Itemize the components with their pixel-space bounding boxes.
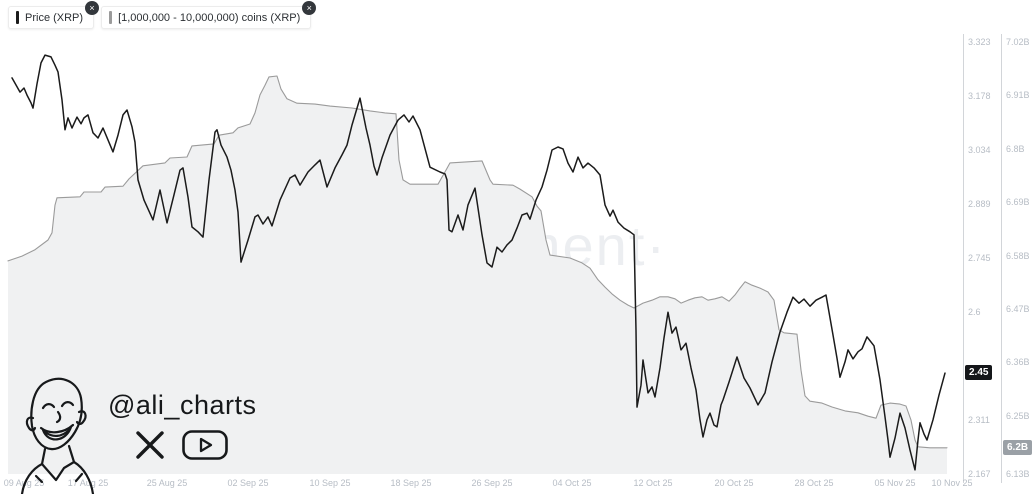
close-icon[interactable]: × [302,1,317,15]
youtube-logo-icon [182,430,229,460]
legend-chip-price[interactable]: Price (XRP) × [8,1,100,29]
brand-handle: @ali_charts [108,390,257,420]
supply-line [7,75,948,449]
avatar [20,377,95,494]
legend-chip-supply[interactable]: [1,000,000 - 10,000,000) coins (XRP) × [101,1,317,29]
close-icon[interactable]: × [85,1,100,15]
legend-chip-supply-label: [1,000,000 - 10,000,000) coins (XRP) [118,11,301,24]
legend-chip-price-label: Price (XRP) [25,11,84,24]
price-line [11,54,946,471]
supply-series-color-bar [109,11,113,24]
brand-icons [135,428,229,462]
x-logo-icon [136,431,164,459]
supply-area [8,76,947,474]
branding: @ali_charts [12,372,256,494]
price-series-color-bar [16,11,19,24]
legend: Price (XRP) × [1,000,000 - 10,000,000) c… [8,1,317,29]
